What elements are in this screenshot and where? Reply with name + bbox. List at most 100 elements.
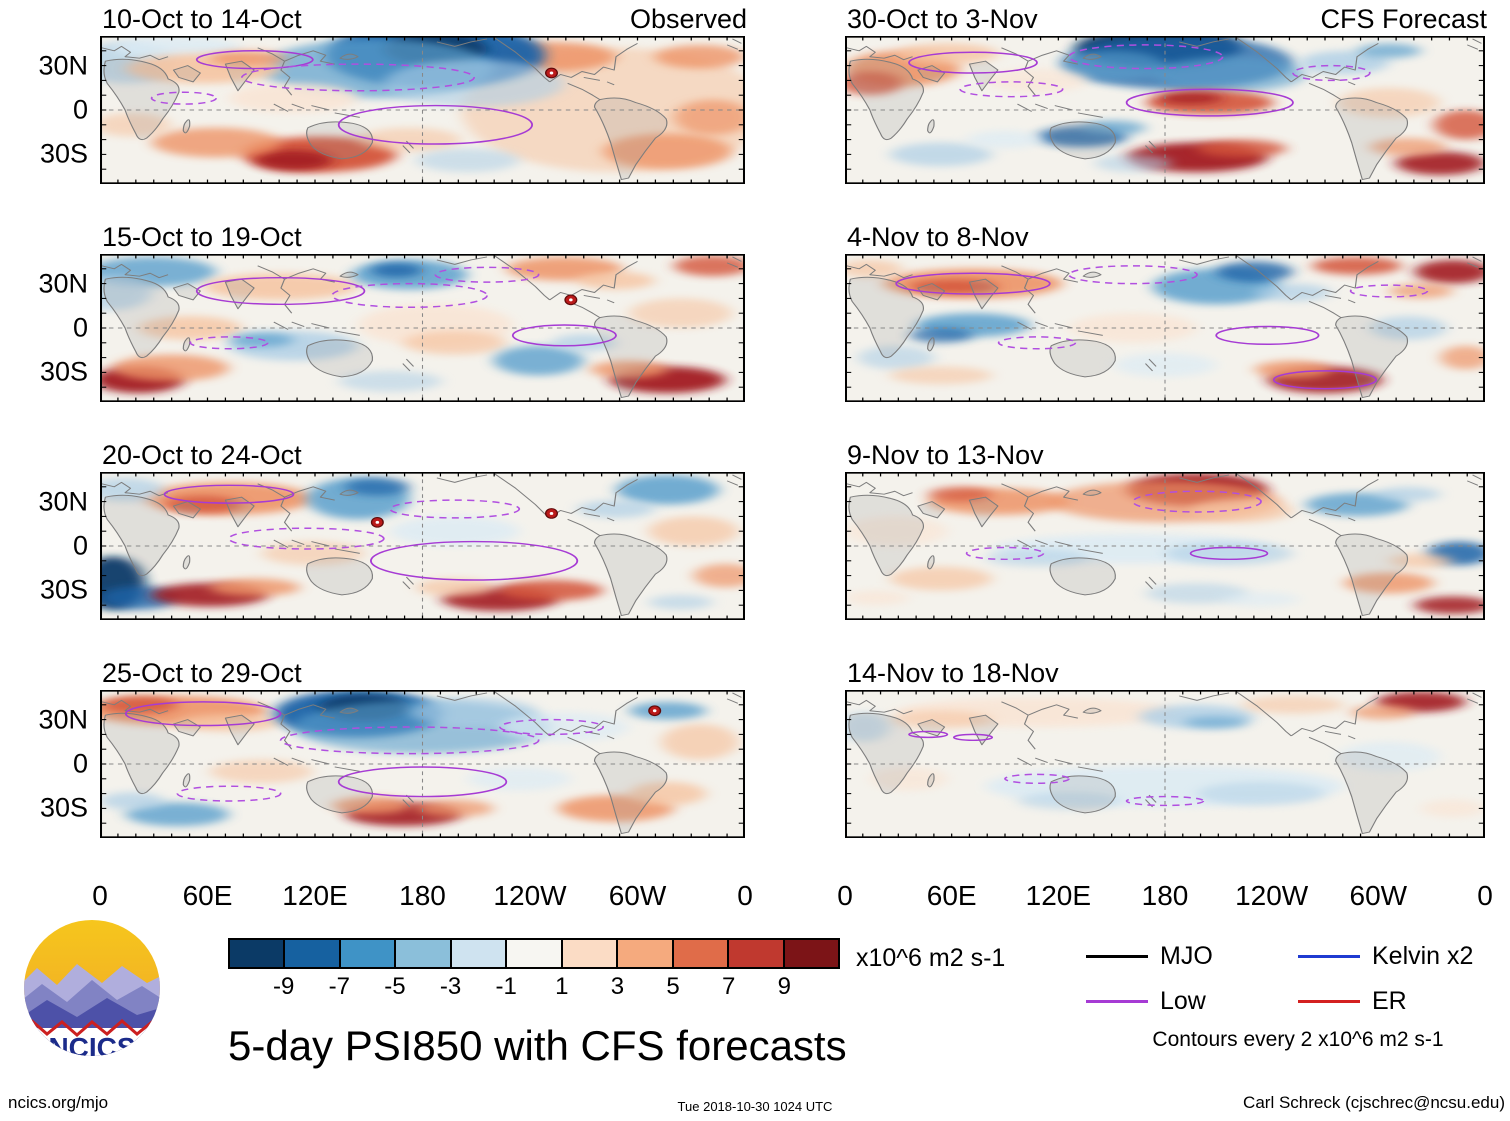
x-axis-label: 120W [1235,880,1309,911]
panel-date-range: 25-Oct to 29-Oct [102,658,302,688]
x-axis: 0 60E 120E 180 120W 60W 0 [837,874,1493,918]
map-panel-block: 14-Nov to 18-Nov [745,656,1510,838]
map-panel [845,472,1485,620]
panel-date-range: 10-Oct to 14-Oct [102,4,302,34]
observed-column: 10-Oct to 14-Oct Observed 30N 0 30S 15-Oct to… [0,2,753,918]
forecast-column: 30-Oct to 3-Nov CFS Forecast 4-Nov to 8-No… [745,2,1510,918]
legend-line [1298,1000,1360,1003]
legend-item: MJO [1086,942,1298,971]
y-axis-label: 30N [38,704,88,735]
colorbar-tick-label: 7 [722,973,736,1000]
x-axis-label: 0 [1477,880,1493,911]
panel-date-range: 20-Oct to 24-Oct [102,440,302,470]
x-axis-label: 60E [182,880,233,911]
ncics-logo-text: NCICS [48,1032,135,1063]
map-panel [100,690,745,838]
x-axis-label: 60W [608,880,667,911]
map-panel [845,36,1485,184]
figure-title: 5-day PSI850 with CFS forecasts [228,1022,847,1069]
y-axis-label: 30S [39,792,88,823]
colorbar: -9 -7 -5 -3 -1 1 3 5 7 9 [228,938,840,1001]
legend-line [1086,1000,1148,1003]
legend-label: ER [1372,987,1407,1015]
map-panel-block: 15-Oct to 19-Oct 30N 0 30S [0,220,745,402]
legend-line [1298,955,1360,958]
colorbar-segment [562,940,619,967]
legend-label: Kelvin x2 [1372,942,1474,970]
panel-date-range: 9-Nov to 13-Nov [847,440,1044,470]
y-axis-gutter: 30N 0 30S [0,472,100,620]
panel-date-range: 15-Oct to 19-Oct [102,222,302,252]
x-axis-label: 60W [1349,880,1408,911]
x-axis-label: 180 [399,880,446,911]
map-panel [100,36,745,184]
x-axis: 0 60E 120E 180 120W 60W 0 [92,874,753,918]
y-axis-label: 0 [72,530,88,561]
y-axis-label: 30S [39,574,88,605]
colorbar-tick-label: 5 [666,973,680,1000]
y-axis-gutter: 30N 0 30S [0,690,100,838]
y-axis-gutter [745,472,845,620]
colorbar-tick-label: -3 [439,973,462,1000]
colorbar-scale [228,938,840,969]
column-header: Observed [629,4,747,34]
y-axis-label: 0 [72,312,88,343]
storm-icon [648,705,662,717]
map-panel-block: 25-Oct to 29-Oct 30N 0 30S [0,656,745,838]
y-axis-gutter: 30N 0 30S [0,254,100,402]
x-axis-label: 120E [1025,880,1092,911]
column-header: CFS Forecast [1320,4,1487,34]
legend-item: Kelvin x2 [1298,942,1510,971]
colorbar-tick-label: -5 [384,973,406,1000]
panel-date-range: 30-Oct to 3-Nov [847,4,1038,34]
map-panel [100,472,745,620]
colorbar-segment [340,940,397,967]
storm-icon [545,67,558,79]
storm-icon [370,516,384,528]
y-axis-label: 30S [39,356,88,387]
x-axis-label: 60E [926,880,977,911]
storm-icon [564,294,578,306]
colorbar-tick-label: -7 [328,973,350,1000]
map-panel [845,690,1485,838]
colorbar-units: x10^6 m2 s-1 [856,944,1006,972]
legend-item: ER [1298,987,1510,1016]
legend-line [1086,955,1148,958]
map-panel-block: 9-Nov to 13-Nov [745,438,1510,620]
x-axis-label: 120W [493,880,567,911]
colorbar-segment [285,940,341,967]
footer-timestamp: Tue 2018-10-30 1024 UTC [677,1099,833,1114]
colorbar-segment [451,940,508,967]
map-panel-block: 30-Oct to 3-Nov CFS Forecast [745,2,1510,184]
contour-note: Contours every 2 x10^6 m2 s-1 [1152,1028,1444,1051]
colorbar-segment [673,940,730,967]
map-panel [845,254,1485,402]
colorbar-tick-label: -1 [495,973,517,1000]
colorbar-segment [396,940,452,967]
legend-item: Low [1086,987,1298,1016]
x-axis-label: 0 [837,880,853,911]
map-panel-block: 10-Oct to 14-Oct Observed 30N 0 30S [0,2,747,184]
colorbar-segment [230,940,286,967]
colorbar-ticks: -9 -7 -5 -3 -1 1 3 5 7 9 [228,969,840,1001]
footer-url: ncics.org/mjo [8,1093,109,1112]
colorbar-tick-label: 9 [777,973,792,1000]
legend-label: MJO [1160,942,1213,970]
panel-date-range: 4-Nov to 8-Nov [847,222,1029,252]
footer-author: Carl Schreck (cjschrec@ncsu.edu) [1243,1093,1505,1112]
colorbar-segment [507,940,563,967]
y-axis-label: 0 [72,748,88,779]
colorbar-segment [618,940,674,967]
map-panel [100,254,745,402]
ncics-logo: NCICS [12,916,172,1071]
panel-date-range: 14-Nov to 18-Nov [847,658,1059,688]
x-axis-label: 120E [282,880,348,911]
y-axis-label: 30N [38,486,88,517]
legend-label: Low [1160,987,1206,1015]
y-axis-gutter [745,254,845,402]
colorbar-segment [729,940,785,967]
colorbar-tick-label: 3 [610,973,625,1000]
y-axis-label: 0 [72,94,88,125]
y-axis-gutter [745,36,845,184]
